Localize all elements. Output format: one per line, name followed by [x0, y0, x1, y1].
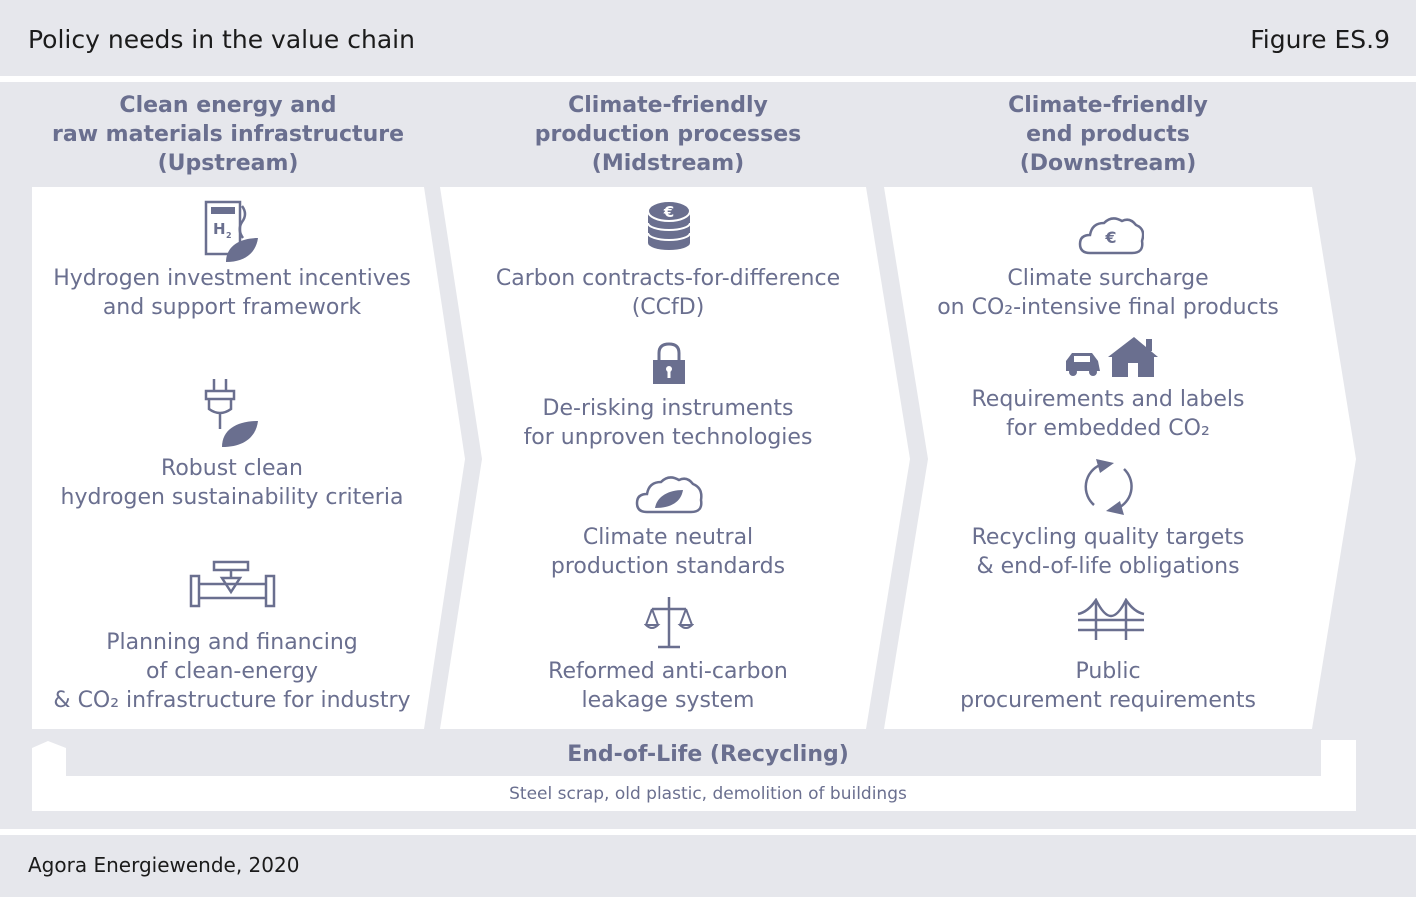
- item-hydrogen-incentives: Hydrogen investment incentives and suppor…: [53, 266, 411, 320]
- item-infrastructure-planning: Planning and financing of clean-energy & C…: [53, 630, 411, 713]
- top-divider: [0, 76, 1416, 82]
- plug-leaf-icon: [204, 379, 258, 447]
- item-production-standards: Climate neutral production standards: [550, 525, 786, 579]
- item-public-procurement: Public procurement requirements: [960, 659, 1256, 713]
- item-derisking: De-risking instruments for unproven techn…: [523, 396, 813, 450]
- recycling-title: End-of-Life (Recycling): [567, 742, 849, 767]
- recycle-arrows-icon: [1084, 459, 1133, 515]
- recycling-loop: [32, 740, 1356, 811]
- midstream-panel: [440, 187, 910, 729]
- item-climate-surcharge: Climate surcharge on CO₂-intensive final …: [937, 266, 1279, 320]
- figure-title: Policy needs in the value chain: [28, 25, 415, 54]
- midstream-title: Climate-friendly production processes (Mid…: [534, 93, 802, 176]
- hydrogen-leaf-icon: H 2: [204, 200, 258, 262]
- upstream-panel: [32, 187, 465, 729]
- euro-coins-icon: €: [647, 200, 691, 250]
- item-recycling-targets: Recycling quality targets & end-of-life o…: [971, 525, 1245, 579]
- cloud-euro-icon: €: [1078, 217, 1144, 255]
- padlock-icon: [653, 342, 685, 384]
- item-requirements-labels: Requirements and labels for embedded CO₂: [971, 387, 1245, 441]
- bottom-divider: [0, 829, 1416, 835]
- bridge-icon: [1077, 598, 1145, 640]
- value-chain-diagram: Clean energy and raw materials infrastruc…: [0, 82, 1416, 829]
- pipeline-icon: [189, 560, 276, 608]
- item-hydrogen-criteria: Robust clean hydrogen sustainability crit…: [60, 456, 404, 510]
- svg-text:€: €: [663, 203, 674, 221]
- car-house-icon: [1066, 337, 1158, 377]
- scales-icon: [644, 597, 694, 649]
- source-note: Agora Energiewende, 2020: [28, 853, 300, 877]
- item-anti-carbon-leakage: Reformed anti-carbon leakage system: [548, 659, 788, 713]
- item-ccfd: Carbon contracts-for-difference (CCfD): [495, 266, 841, 320]
- svg-text:€: €: [1104, 228, 1116, 247]
- header: Policy needs in the value chain Figure E…: [0, 0, 1416, 76]
- figure-number: Figure ES.9: [1250, 25, 1390, 54]
- upstream-title: Clean energy and raw materials infrastruc…: [52, 93, 404, 176]
- panels: [32, 187, 1356, 811]
- svg-text:H: H: [213, 220, 226, 238]
- downstream-panel: [884, 187, 1356, 729]
- downstream-title: Climate-friendly end products (Downstream): [1008, 93, 1208, 176]
- cloud-leaf-icon: [635, 476, 703, 514]
- recycling-subtitle: Steel scrap, old plastic, demolition of …: [509, 784, 907, 804]
- svg-text:2: 2: [226, 231, 232, 240]
